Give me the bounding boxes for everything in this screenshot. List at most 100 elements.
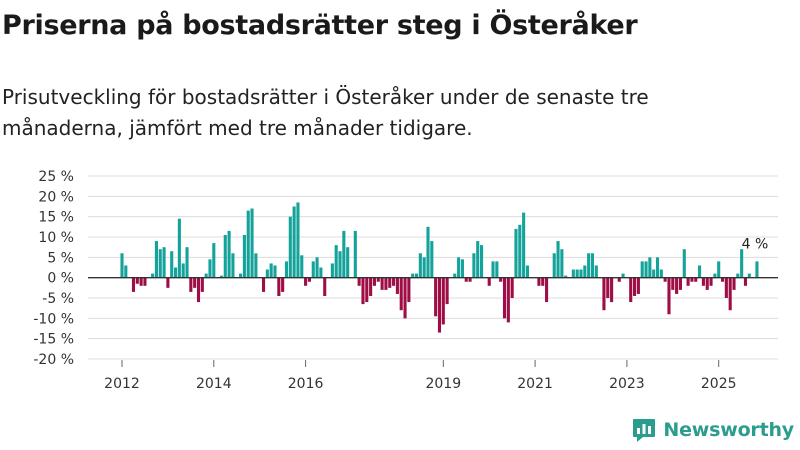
bar — [736, 273, 740, 278]
bar — [212, 243, 216, 278]
y-tick-label: 15 % — [38, 210, 74, 226]
bar — [441, 277, 445, 325]
y-tick-label: -10 % — [33, 311, 74, 327]
bar — [196, 277, 201, 303]
bar — [411, 273, 415, 278]
bar — [602, 277, 606, 311]
bar — [514, 228, 518, 278]
bar — [388, 277, 392, 288]
bar — [261, 277, 266, 292]
bar — [330, 263, 334, 278]
bar — [510, 277, 514, 298]
bar — [269, 263, 273, 278]
bar — [357, 277, 361, 286]
bar — [522, 212, 526, 278]
bar — [323, 277, 327, 296]
bar — [227, 230, 231, 278]
bar — [499, 277, 503, 282]
bar — [648, 257, 652, 278]
bar — [284, 261, 289, 278]
bar — [296, 202, 300, 278]
bar — [135, 277, 139, 284]
bar — [273, 265, 277, 278]
y-tick-label: 10 % — [38, 230, 74, 246]
bar — [457, 257, 461, 278]
bar — [445, 277, 449, 305]
bar — [392, 277, 396, 286]
bar — [460, 259, 464, 278]
bar — [713, 273, 717, 278]
bar — [353, 230, 357, 278]
bar — [361, 277, 365, 305]
bar — [151, 273, 155, 278]
bar — [556, 241, 560, 278]
bar — [690, 277, 694, 282]
bar — [617, 277, 621, 282]
bar — [701, 277, 705, 286]
bar — [307, 277, 311, 282]
bar — [304, 277, 308, 286]
bar — [434, 277, 438, 317]
brand-name: Newsworthy — [663, 419, 794, 441]
bar — [418, 253, 422, 278]
bar — [315, 257, 319, 278]
bar — [655, 257, 660, 278]
bar — [380, 277, 384, 290]
bar — [166, 277, 170, 288]
bar — [579, 269, 583, 278]
bar — [633, 277, 637, 296]
bar — [143, 277, 147, 286]
bar — [250, 208, 254, 278]
y-tick-label: -20 % — [33, 352, 74, 368]
newsworthy-logo-icon — [633, 419, 656, 442]
bar — [139, 277, 143, 286]
bar — [755, 261, 759, 278]
bar — [170, 251, 174, 278]
bar — [629, 277, 633, 303]
bar — [571, 269, 575, 278]
bar — [292, 206, 296, 278]
bar — [705, 277, 709, 290]
bar — [120, 253, 124, 278]
bar — [472, 253, 476, 278]
y-tick-label: 5 % — [47, 250, 74, 266]
bar — [518, 224, 522, 278]
bar — [644, 261, 648, 278]
bar — [652, 269, 656, 278]
bar — [231, 253, 235, 278]
brand-logo[interactable]: Newsworthy — [631, 417, 794, 443]
bar — [334, 245, 338, 278]
bar — [606, 277, 610, 298]
bar — [384, 277, 388, 290]
bar — [545, 277, 549, 303]
y-tick-label: -15 % — [33, 332, 74, 348]
bar — [426, 226, 430, 278]
bar — [525, 265, 529, 278]
bar — [476, 241, 480, 278]
bar — [621, 273, 625, 278]
bar — [560, 249, 564, 278]
bar-chart: 25 % 20 % 15 % 10 % 5 % 0 % -5 % -10 % -15 % -20 … — [33, 169, 778, 390]
y-tick-label: 0 % — [47, 271, 74, 287]
bar — [338, 251, 342, 278]
chart-subtitle: Prisutveckling för bostadsrätter i Öster… — [2, 85, 649, 140]
bar — [399, 277, 403, 311]
bar — [686, 277, 690, 286]
bar — [422, 257, 426, 278]
bar — [437, 277, 442, 333]
bar — [743, 277, 748, 286]
bar — [185, 247, 189, 278]
bar — [537, 277, 541, 286]
bar — [281, 277, 285, 292]
bar — [342, 230, 346, 278]
bar — [177, 218, 181, 278]
bar — [541, 277, 545, 286]
bar — [189, 277, 193, 292]
bar — [575, 269, 579, 278]
x-tick-label: 2023 — [609, 376, 645, 390]
bar — [464, 277, 468, 282]
bar — [671, 277, 675, 290]
bar — [265, 269, 269, 278]
bar — [636, 277, 640, 294]
bar — [242, 234, 246, 278]
